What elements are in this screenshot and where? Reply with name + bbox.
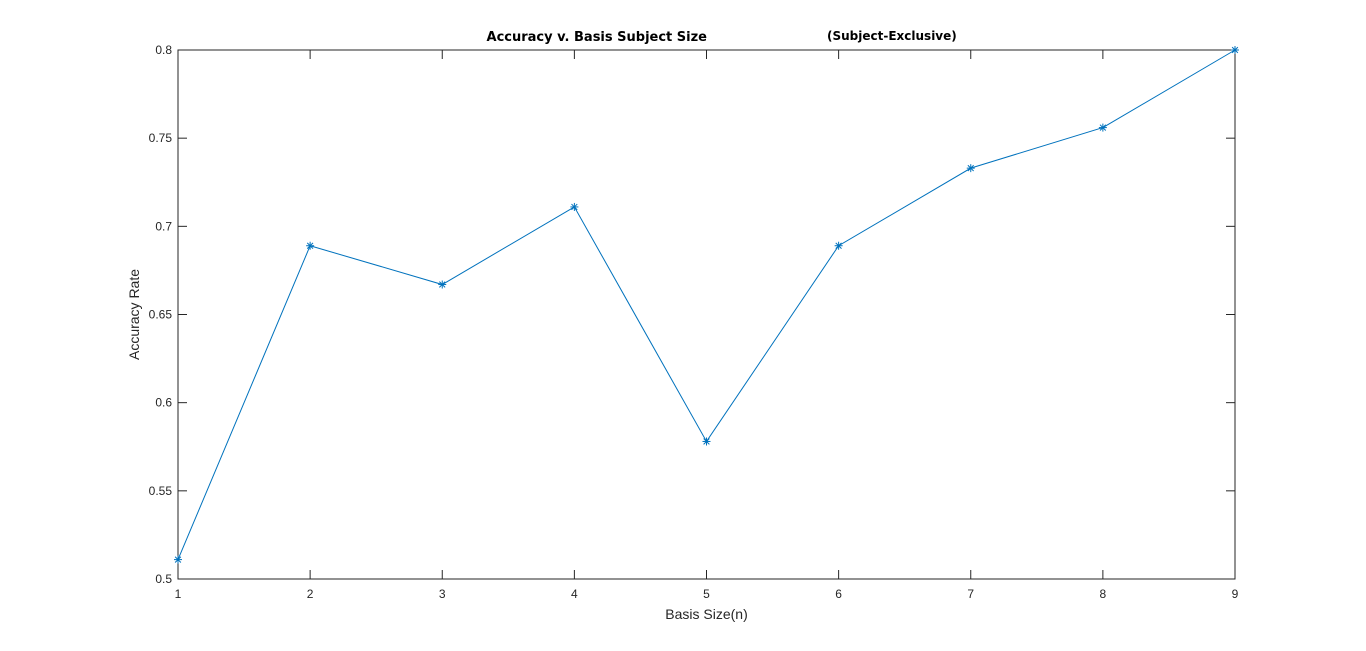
- x-tick-label: 9: [1232, 587, 1239, 601]
- data-point-marker: [966, 164, 975, 173]
- x-tick-label: 5: [703, 587, 710, 601]
- chart-title: Accuracy v. Basis Subject Size: [487, 30, 708, 45]
- data-point-marker: [1231, 46, 1239, 54]
- x-tick-label: 1: [175, 587, 182, 601]
- data-point-marker: [1098, 123, 1107, 132]
- y-tick-label: 0.75: [149, 131, 173, 145]
- y-tick-label: 0.65: [149, 308, 173, 322]
- data-point-marker: [702, 437, 711, 446]
- y-tick-label: 0.5: [155, 572, 172, 586]
- x-tick-label: 3: [439, 587, 446, 601]
- x-tick-label: 7: [967, 587, 974, 601]
- x-tick-label: 8: [1100, 587, 1107, 601]
- axes-frame: [177, 49, 1236, 580]
- data-point-marker: [174, 555, 182, 564]
- x-tick-label: 4: [571, 587, 578, 601]
- y-axis-label: Accuracy Rate: [126, 269, 142, 360]
- data-point-marker: [438, 280, 447, 289]
- data-series: [174, 46, 1239, 564]
- data-point-marker: [570, 202, 579, 211]
- y-tick-label: 0.7: [155, 219, 172, 233]
- chart-subtitle: (Subject-Exclusive): [827, 29, 957, 43]
- data-point-marker: [306, 241, 315, 250]
- x-axis-label: Basis Size(n): [665, 606, 747, 622]
- plot-area: [178, 50, 1235, 579]
- y-tick-label: 0.55: [149, 484, 173, 498]
- x-tick-label: 2: [307, 587, 314, 601]
- x-tick-label: 6: [835, 587, 842, 601]
- y-tick-label: 0.8: [155, 43, 172, 57]
- data-point-marker: [834, 241, 843, 250]
- y-tick-label: 0.6: [155, 396, 172, 410]
